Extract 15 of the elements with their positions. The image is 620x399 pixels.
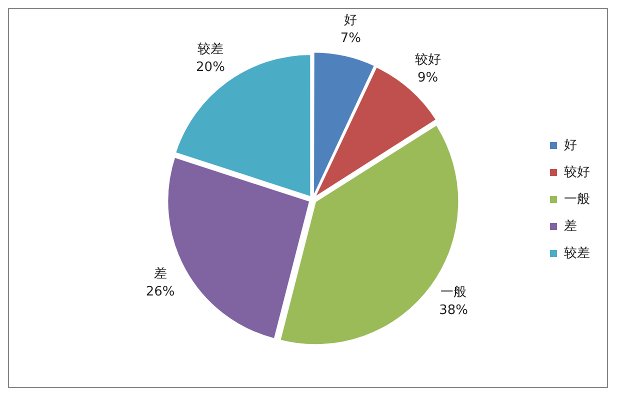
legend-label: 较好 — [564, 164, 590, 180]
slice-label: 差 — [154, 266, 167, 282]
legend-label: 差 — [564, 218, 577, 234]
legend-label: 一般 — [564, 192, 590, 207]
data-label: 38% — [439, 303, 468, 318]
data-label: 20% — [196, 60, 225, 76]
data-label: 9% — [418, 70, 438, 86]
slice-label: 一般 — [440, 285, 467, 300]
slice-label: 好 — [344, 13, 358, 28]
legend-label: 较差 — [564, 246, 590, 261]
slice-label: 较差 — [197, 42, 224, 58]
data-label: 7% — [340, 31, 362, 46]
slice-label: 较好 — [414, 52, 441, 68]
legend-label: 好 — [564, 138, 577, 153]
data-label: 26% — [146, 284, 175, 300]
